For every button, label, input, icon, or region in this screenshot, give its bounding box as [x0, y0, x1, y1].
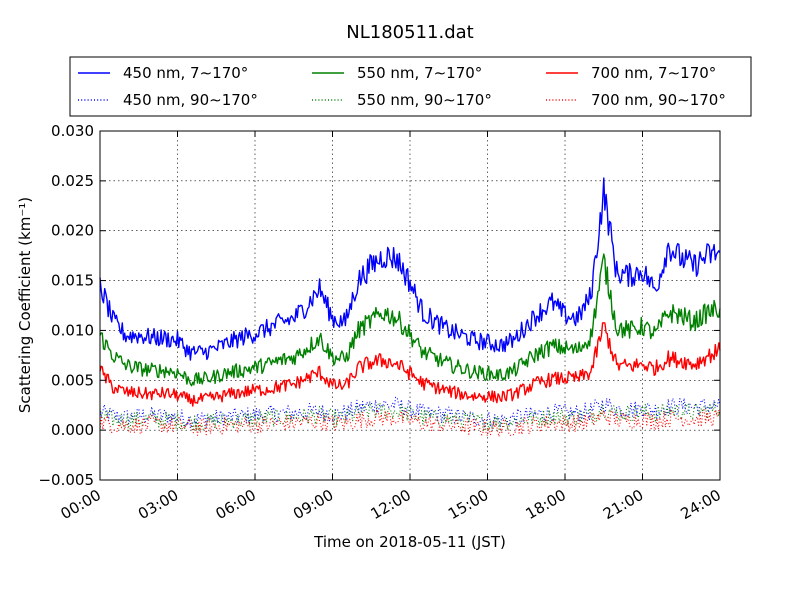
x-tick-label: 21:00 [600, 486, 646, 523]
x-tick-label: 15:00 [445, 486, 491, 523]
legend [69, 56, 752, 117]
y-tick-label: 0.005 [51, 371, 94, 389]
x-tick-label: 03:00 [135, 486, 181, 523]
series-line [99, 396, 721, 429]
series-line [99, 408, 721, 438]
legend-label: 450 nm, 90∼170° [123, 91, 258, 109]
y-tick-label: 0.010 [51, 321, 94, 339]
y-tick-label: 0.030 [51, 122, 94, 140]
legend-label: 550 nm, 7∼170° [357, 64, 482, 82]
x-tick-label: 09:00 [290, 486, 336, 523]
y-tick-label: 0.000 [51, 421, 94, 439]
x-axis-label: Time on 2018-05-11 (JST) [313, 533, 506, 551]
series-line [99, 177, 721, 361]
series-line [99, 253, 721, 387]
y-tick-label: 0.020 [51, 222, 94, 240]
legend-label: 700 nm, 90∼170° [591, 91, 726, 109]
y-tick-label: 0.015 [51, 272, 94, 290]
plot-background [100, 131, 720, 480]
series-line [99, 401, 721, 432]
x-tick-label: 06:00 [213, 486, 259, 523]
y-tick-label: −0.005 [38, 471, 94, 489]
y-axis-label: Scattering Coefficient (km⁻¹) [16, 197, 34, 413]
y-tick-label: 0.025 [51, 172, 94, 190]
legend-label: 450 nm, 7∼170° [123, 64, 248, 82]
legend-label: 700 nm, 7∼170° [591, 64, 716, 82]
x-tick-label: 00:00 [58, 486, 104, 523]
series-line [99, 322, 721, 407]
chart-title: NL180511.dat [346, 22, 473, 43]
x-tick-label: 12:00 [368, 486, 414, 523]
x-tick-label: 24:00 [678, 486, 724, 523]
x-tick-label: 18:00 [523, 486, 569, 523]
legend-label: 550 nm, 90∼170° [357, 91, 492, 109]
